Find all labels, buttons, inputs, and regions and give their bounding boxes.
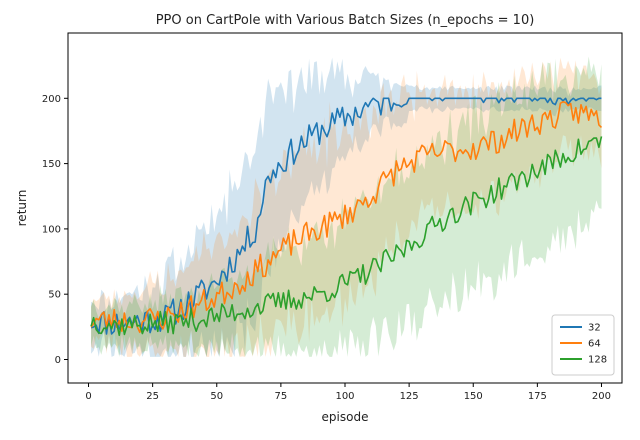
legend-label-64: 64: [588, 339, 601, 350]
legend-label-128: 128: [588, 355, 607, 366]
confidence-bands: [91, 56, 602, 357]
band-series-32: [91, 57, 602, 357]
legend-label-32: 32: [588, 323, 601, 334]
y-axis-label: return: [15, 190, 29, 227]
y-tick-label: 200: [42, 94, 61, 105]
line-series-128: [90, 136, 603, 337]
x-axis-ticks: 0 25 50 75 100 125 150 175 200: [85, 383, 611, 402]
band-series-64: [91, 57, 602, 357]
x-tick-label: 125: [400, 391, 419, 402]
x-axis-label: episode: [322, 410, 369, 424]
series-lines: [90, 97, 603, 337]
y-tick-label: 50: [48, 290, 61, 301]
y-tick-label: 0: [55, 355, 61, 366]
x-tick-label: 0: [85, 391, 91, 402]
y-tick-label: 100: [42, 224, 61, 235]
y-axis-ticks: 0 50 100 150 200: [42, 94, 68, 366]
chart-title: PPO on CartPole with Various Batch Sizes…: [156, 13, 535, 28]
legend-box: [551, 314, 615, 376]
x-tick-label: 50: [210, 391, 223, 402]
x-tick-label: 25: [146, 391, 159, 402]
x-tick-label: 175: [528, 391, 547, 402]
x-tick-label: 75: [275, 391, 288, 402]
line-series-64: [90, 101, 603, 334]
legend: 32 64 128: [551, 314, 615, 376]
y-tick-label: 150: [42, 159, 61, 170]
x-tick-label: 100: [335, 391, 354, 402]
line-series-32: [90, 97, 602, 335]
x-tick-label: 200: [592, 391, 611, 402]
x-tick-label: 150: [464, 391, 483, 402]
band-series-128: [91, 56, 602, 357]
